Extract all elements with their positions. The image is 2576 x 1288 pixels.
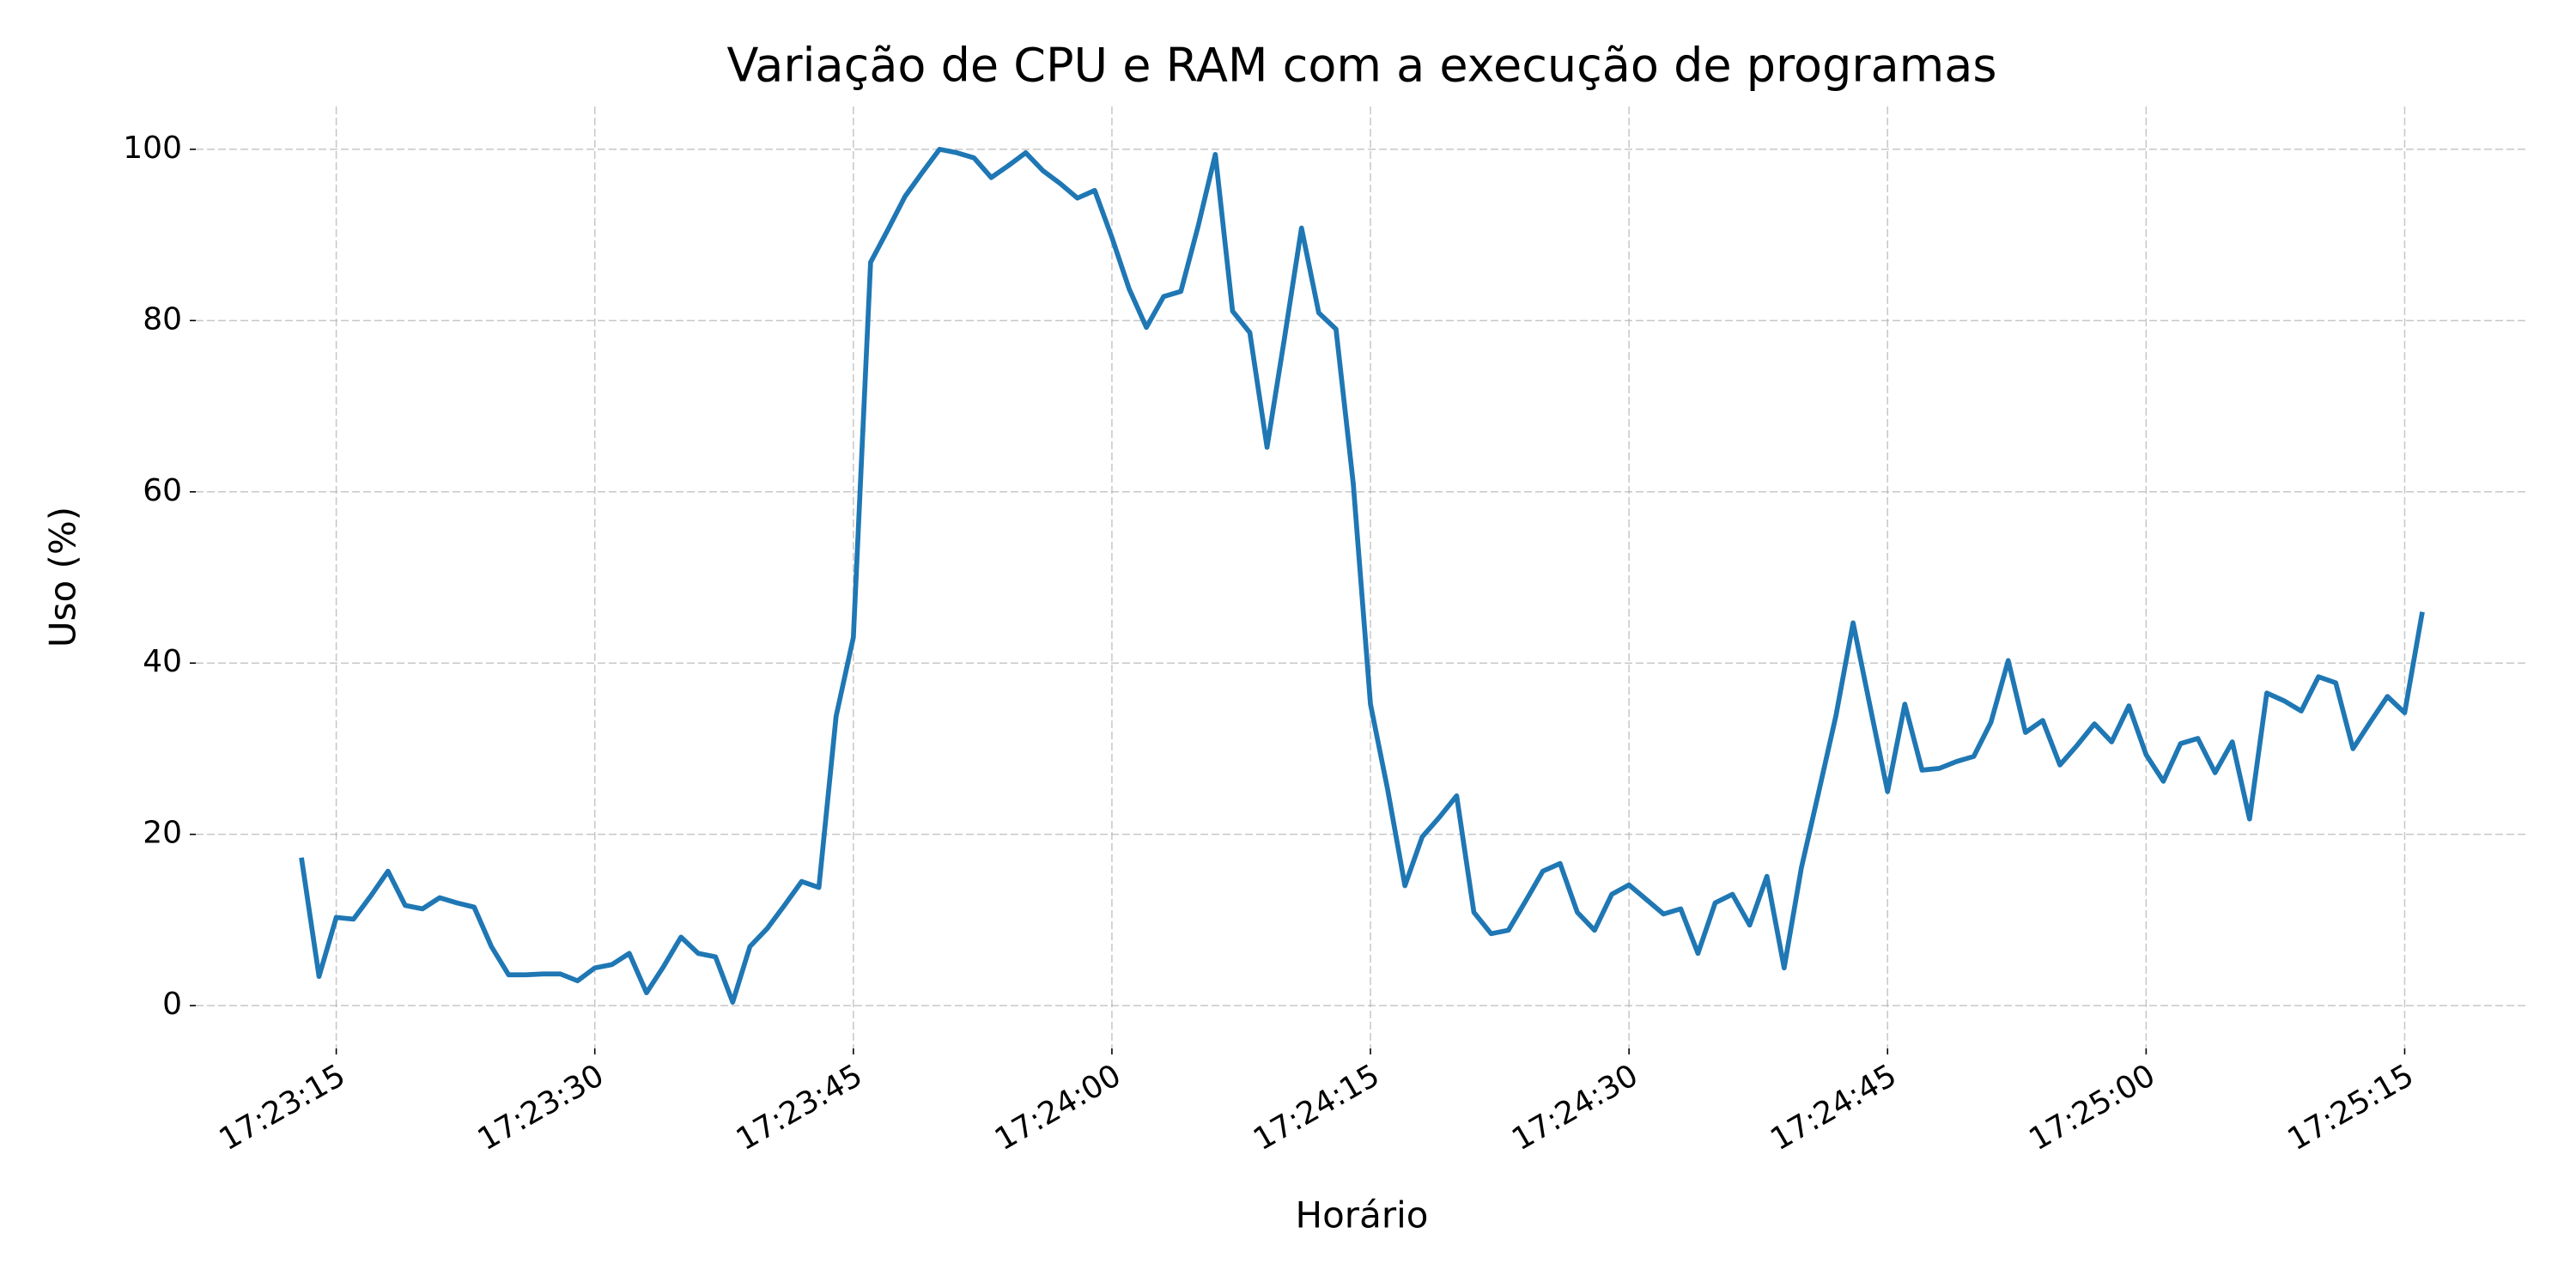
line bbox=[299, 147, 2425, 1005]
y-tick-label: 60 bbox=[143, 473, 182, 508]
x-axis-label: Horário bbox=[1296, 1194, 1429, 1236]
y-tick-label: 80 bbox=[143, 301, 182, 337]
y-tick-label: 0 bbox=[162, 987, 182, 1022]
y-axis-label: Uso (%) bbox=[42, 507, 84, 647]
y-tick-label: 40 bbox=[143, 644, 182, 679]
y-tick-label: 20 bbox=[143, 816, 182, 851]
chart-title: Variação de CPU e RAM com a execução de … bbox=[727, 39, 1997, 93]
grid bbox=[196, 106, 2528, 1048]
y-tick-label: 100 bbox=[123, 131, 182, 166]
